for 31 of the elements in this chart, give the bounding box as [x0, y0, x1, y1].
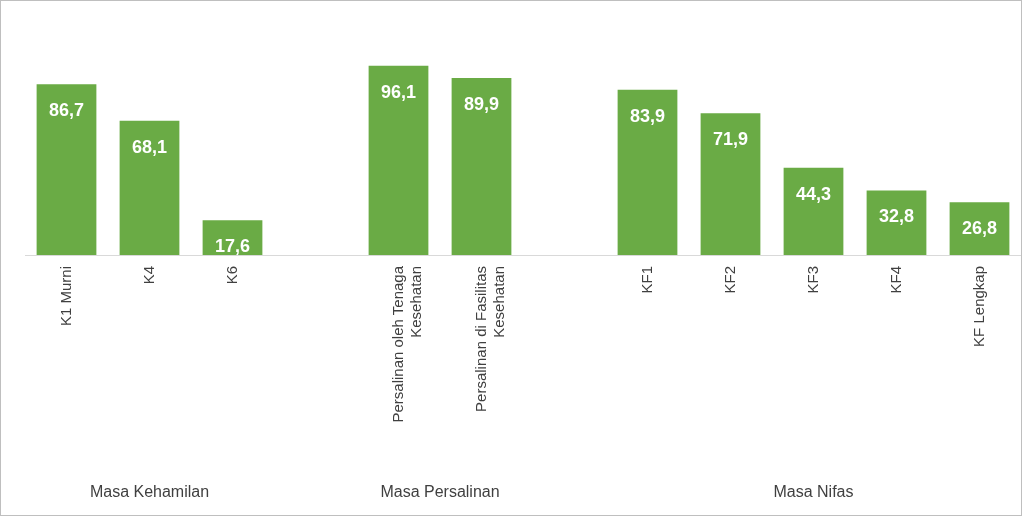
bar	[866, 190, 927, 255]
x-tick-label: KF Lengkap	[969, 266, 987, 347]
bar	[617, 89, 678, 255]
bar	[368, 65, 429, 255]
text: Masa Nifas	[773, 483, 854, 501]
data-label: 86,7	[48, 100, 85, 121]
data-label: 71,9	[712, 129, 749, 150]
text: Masa Persalinan	[380, 483, 500, 501]
data-label: 96,1	[380, 81, 417, 102]
data-label: 17,6	[214, 236, 251, 257]
x-tick-label: K4	[139, 266, 157, 285]
bar	[119, 120, 180, 255]
x-tick-label: K6	[222, 266, 240, 285]
bar	[700, 113, 761, 255]
x-tick-label: KF2	[720, 266, 738, 294]
x-tick-label: K1 Murni	[56, 266, 74, 327]
data-label: 32,8	[878, 206, 915, 227]
bar	[783, 167, 844, 255]
bar	[451, 77, 512, 255]
data-label: 68,1	[131, 136, 168, 157]
bar	[36, 84, 97, 255]
data-label: 83,9	[629, 105, 666, 126]
data-label: 89,9	[463, 93, 500, 114]
data-label: 26,8	[961, 218, 998, 239]
text: Masa Kehamilan	[89, 483, 210, 501]
x-tick-label: Persalinan di Fasilitas Kesehatan	[471, 266, 507, 412]
x-tick-label: KF4	[886, 266, 904, 294]
x-tick-label: Persalinan oleh Tenaga Kesehatan	[388, 265, 424, 423]
x-tick-label: KF3	[803, 266, 821, 294]
data-label: 44,3	[795, 183, 832, 204]
x-tick-label: KF1	[637, 266, 655, 294]
